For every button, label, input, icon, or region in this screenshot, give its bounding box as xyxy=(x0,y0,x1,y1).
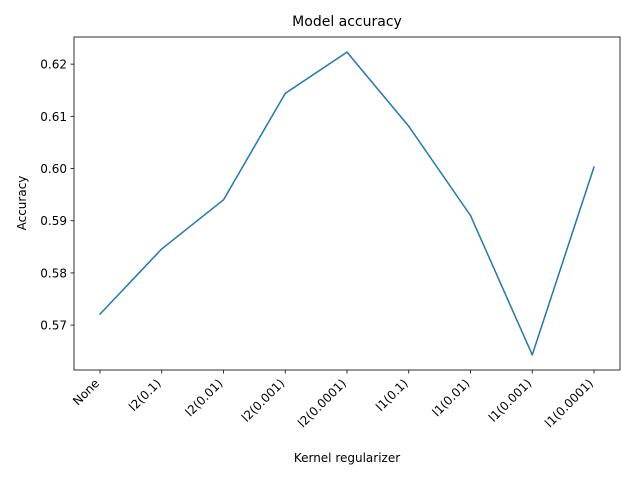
y-tick-label: 0.58 xyxy=(40,266,67,280)
y-tick-label: 0.59 xyxy=(40,214,67,228)
x-tick-label: l1(0.001) xyxy=(486,376,535,425)
data-point xyxy=(469,214,472,217)
x-tick-label: l1(0.01) xyxy=(429,376,472,419)
data-point xyxy=(593,166,595,168)
x-axis-label: Kernel regularizer xyxy=(294,451,400,465)
y-tick-label: 0.57 xyxy=(40,319,67,333)
data-point xyxy=(222,199,225,201)
x-tick-label: l1(0.1) xyxy=(373,376,411,414)
x-axis: None l2(0.1) l2(0.01) l2(0.001) l2(0.0001) l1… xyxy=(70,370,596,430)
y-tick-label: 0.61 xyxy=(40,110,67,124)
data-point xyxy=(284,92,286,95)
x-tick-label: l2(0.0001) xyxy=(295,376,349,430)
data-point xyxy=(408,125,410,128)
x-tick-label: l2(0.01) xyxy=(182,376,225,419)
y-tick-label: 0.62 xyxy=(40,58,67,72)
y-axis: 0.57 0.58 0.59 0.60 0.61 0.62 xyxy=(40,58,74,333)
y-tick-label: 0.60 xyxy=(40,162,67,176)
plot-area xyxy=(73,36,621,371)
x-tick-label: l2(0.001) xyxy=(239,376,288,425)
x-tick-label: l1(0.0001) xyxy=(542,376,596,430)
series-group xyxy=(99,51,595,356)
chart-title: Model accuracy xyxy=(292,14,402,30)
data-point xyxy=(99,313,101,315)
data-point xyxy=(346,51,348,53)
data-point xyxy=(161,248,163,250)
x-tick-label: l2(0.1) xyxy=(126,376,164,414)
data-point xyxy=(531,354,533,356)
x-tick-label: None xyxy=(70,376,102,408)
y-axis-label: Accuracy xyxy=(15,176,29,231)
